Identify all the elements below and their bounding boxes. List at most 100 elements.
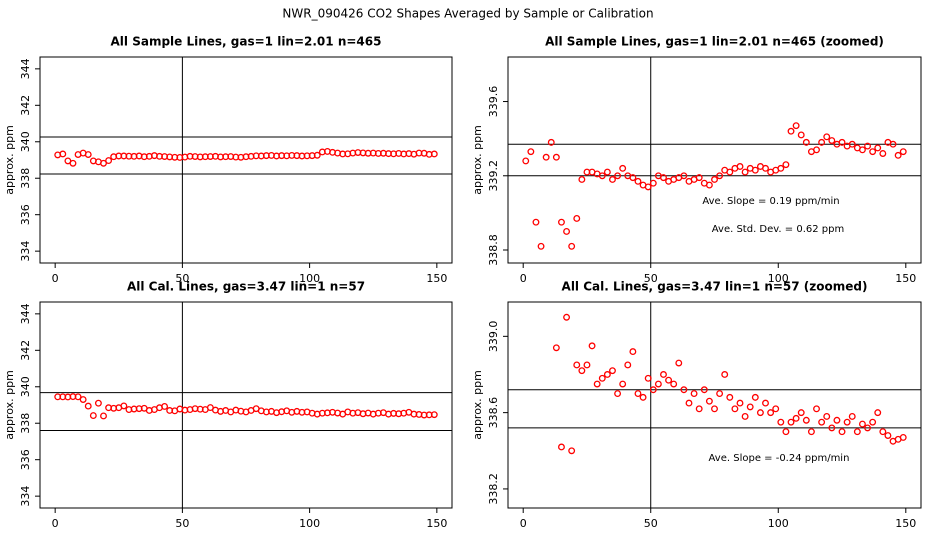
- point: [593, 380, 601, 388]
- panel-title: All Sample Lines, gas=1 lin=2.01 n=465 (…: [545, 35, 884, 49]
- point: [787, 127, 795, 135]
- x-tick-label: 0: [52, 517, 59, 530]
- point: [716, 390, 724, 398]
- point: [552, 344, 560, 352]
- y-tick-label: 336: [19, 204, 32, 225]
- y-tick-label: 340: [19, 376, 32, 397]
- point: [685, 399, 693, 407]
- point: [84, 402, 92, 410]
- point: [741, 168, 749, 176]
- plot-area: [508, 248, 921, 508]
- point: [614, 172, 622, 180]
- point: [797, 409, 805, 417]
- point: [899, 433, 907, 441]
- point: [797, 131, 805, 139]
- x-tick-label: 150: [895, 517, 916, 530]
- point: [105, 157, 113, 164]
- y-tick-label: 338.8: [487, 234, 500, 266]
- point: [823, 412, 831, 420]
- point: [756, 409, 764, 417]
- point: [598, 374, 606, 382]
- point: [833, 416, 841, 424]
- x-tick-label: 0: [52, 272, 59, 285]
- point: [568, 447, 576, 455]
- point: [884, 432, 892, 439]
- point: [537, 242, 545, 250]
- y-tick-label: 338: [19, 168, 32, 189]
- point: [762, 399, 769, 407]
- x-tick-label: 50: [175, 272, 189, 285]
- point: [660, 371, 667, 378]
- point: [161, 403, 169, 410]
- point: [644, 183, 652, 191]
- y-tick-label: 339.2: [487, 160, 500, 192]
- point: [598, 172, 606, 180]
- point: [59, 150, 67, 158]
- point: [751, 166, 759, 174]
- annotation: Ave. Slope = 0.19 ppm/min: [702, 196, 839, 207]
- panel-title: All Sample Lines, gas=1 lin=2.01 n=465: [111, 35, 382, 49]
- point: [802, 416, 810, 424]
- point: [838, 428, 846, 436]
- point: [568, 242, 576, 250]
- plot-frame: [507, 56, 922, 264]
- point: [573, 215, 581, 222]
- point: [818, 418, 826, 426]
- point: [542, 153, 550, 161]
- point: [858, 146, 866, 154]
- point: [527, 148, 535, 156]
- point: [813, 405, 820, 413]
- point: [94, 399, 102, 407]
- y-axis-label: approx. ppm: [3, 370, 16, 440]
- point: [772, 405, 780, 413]
- x-tick-label: 100: [299, 517, 320, 530]
- point: [828, 137, 836, 144]
- x-tick-label: 50: [644, 517, 658, 530]
- x-tick-label: 0: [520, 272, 527, 285]
- y-tick-label: 342: [19, 95, 32, 116]
- figure-title: NWR_090426 CO2 Shapes Averaged by Sample…: [282, 7, 653, 21]
- point: [79, 396, 87, 403]
- point: [583, 361, 591, 369]
- x-tick-label: 150: [895, 272, 916, 285]
- point: [430, 150, 438, 158]
- point: [705, 181, 713, 189]
- y-tick-label: 338.2: [487, 473, 500, 505]
- point: [736, 163, 744, 170]
- point: [695, 405, 703, 413]
- point: [558, 443, 565, 451]
- point: [705, 397, 713, 405]
- point: [629, 174, 637, 182]
- point: [639, 393, 647, 401]
- point: [563, 313, 571, 321]
- point: [558, 218, 565, 226]
- point: [823, 133, 831, 141]
- point: [649, 179, 657, 187]
- point: [869, 418, 877, 426]
- point: [716, 172, 724, 180]
- point: [726, 168, 734, 176]
- point: [670, 380, 678, 388]
- point: [563, 228, 571, 235]
- point: [614, 390, 622, 398]
- point: [578, 367, 586, 375]
- point: [84, 151, 92, 158]
- point: [782, 428, 790, 436]
- x-tick-label: 100: [768, 517, 789, 530]
- point: [120, 402, 128, 410]
- y-tick-label: 338.6: [487, 397, 500, 429]
- point: [644, 374, 652, 382]
- point: [818, 138, 826, 146]
- point: [792, 414, 800, 422]
- point: [654, 380, 662, 388]
- point: [619, 380, 627, 388]
- point: [695, 174, 703, 182]
- plot-area: [40, 57, 452, 263]
- y-tick-label: 339.0: [487, 321, 500, 353]
- point: [523, 248, 529, 254]
- y-tick-label: 336: [19, 449, 32, 470]
- point: [690, 390, 698, 398]
- point: [665, 376, 673, 384]
- x-tick-label: 150: [426, 517, 447, 530]
- point: [634, 390, 642, 398]
